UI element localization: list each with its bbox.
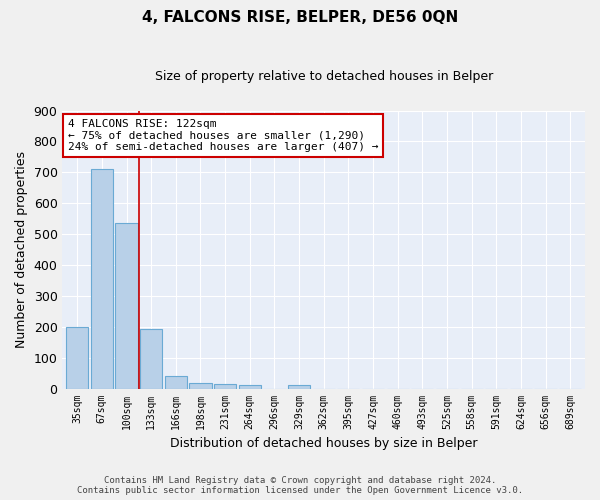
Bar [91, 169, 113, 388]
Bar [165, 376, 187, 388]
Bar [140, 329, 162, 388]
Bar [288, 386, 310, 388]
Bar [239, 385, 261, 388]
Text: 4, FALCONS RISE, BELPER, DE56 0QN: 4, FALCONS RISE, BELPER, DE56 0QN [142, 10, 458, 25]
Text: 4 FALCONS RISE: 122sqm
← 75% of detached houses are smaller (1,290)
24% of semi-: 4 FALCONS RISE: 122sqm ← 75% of detached… [68, 119, 378, 152]
X-axis label: Distribution of detached houses by size in Belper: Distribution of detached houses by size … [170, 437, 478, 450]
Bar [66, 327, 88, 388]
Title: Size of property relative to detached houses in Belper: Size of property relative to detached ho… [155, 70, 493, 83]
Bar [214, 384, 236, 388]
Bar [115, 224, 137, 388]
Bar [190, 383, 212, 388]
Text: Contains HM Land Registry data © Crown copyright and database right 2024.
Contai: Contains HM Land Registry data © Crown c… [77, 476, 523, 495]
Y-axis label: Number of detached properties: Number of detached properties [15, 151, 28, 348]
